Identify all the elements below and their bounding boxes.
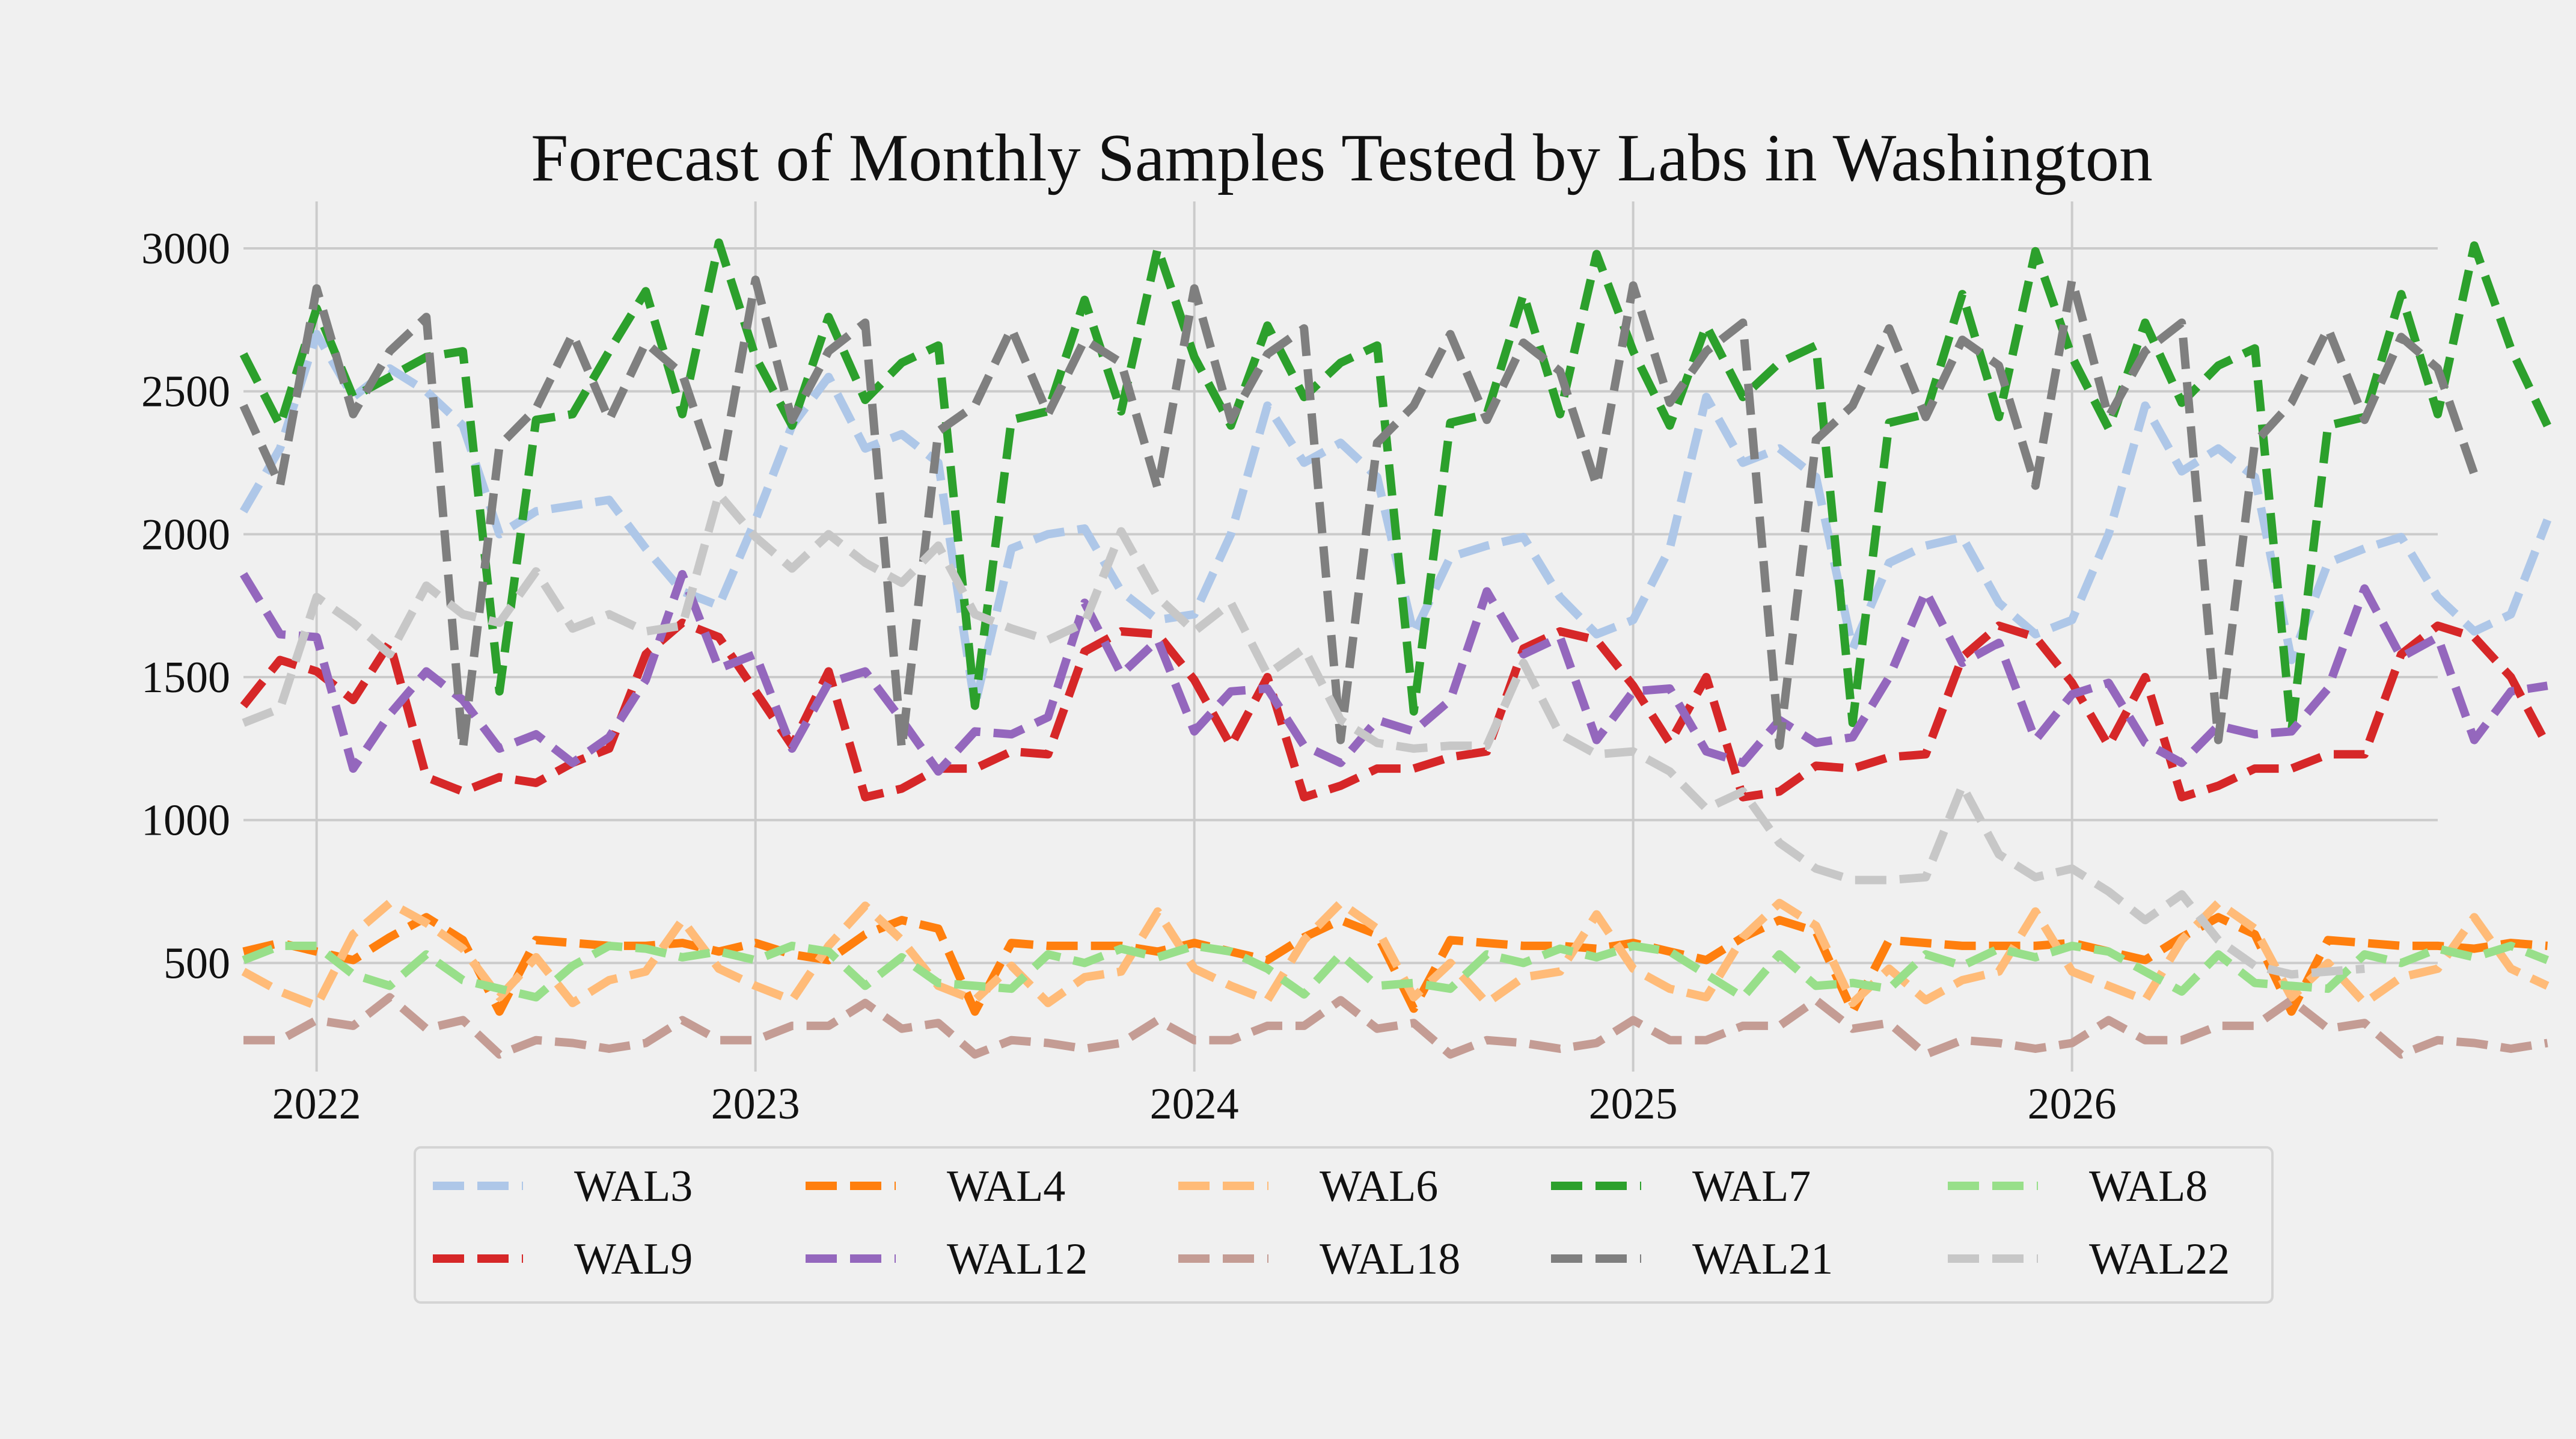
legend-label-wal3: WAL3 — [574, 1162, 693, 1211]
series-line-wal22 — [242, 489, 2365, 979]
series-line-wal4 — [242, 913, 2548, 1016]
legend-label-wal21: WAL21 — [1692, 1235, 1833, 1284]
x-tick-label: 2024 — [1150, 1079, 1239, 1129]
series-line-wal12 — [240, 569, 2548, 776]
legend-label-wal4: WAL4 — [947, 1162, 1065, 1211]
y-tick-label: 1000 — [141, 796, 230, 845]
legend-label-wal22: WAL22 — [2089, 1235, 2230, 1284]
series-line-wal9 — [240, 618, 2551, 802]
legend: WAL3 WAL4 WAL6 WAL7 WAL8 WAL9 WAL12 WAL18 WAL21 W… — [414, 1146, 2274, 1304]
legend-label-wal18: WAL18 — [1320, 1235, 1460, 1284]
tick-labels: 500 1000 1500 2000 2500 3000 2022 2023 2024 2025 2… — [141, 224, 2117, 1129]
y-tick-label: 2000 — [141, 510, 230, 559]
grid — [243, 201, 2438, 1072]
x-tick-label: 2022 — [272, 1079, 361, 1129]
x-tick-label: 2025 — [1589, 1079, 1678, 1129]
legend-label-wal9: WAL9 — [574, 1235, 693, 1284]
x-tick-label: 2026 — [2028, 1079, 2117, 1129]
chart-title: Forecast of Monthly Samples Tested by La… — [531, 121, 2153, 195]
series-line-wal18 — [243, 993, 2548, 1059]
legend-label-wal7: WAL7 — [1692, 1162, 1811, 1211]
y-tick-label: 500 — [164, 939, 230, 988]
legend-label-wal12: WAL12 — [947, 1235, 1088, 1284]
x-tick-label: 2023 — [711, 1079, 800, 1129]
series-line-wal8 — [242, 941, 2550, 1002]
y-tick-label: 1500 — [141, 653, 230, 702]
series-line-wal7 — [239, 238, 2551, 736]
y-tick-label: 3000 — [141, 224, 230, 274]
legend-label-wal8: WAL8 — [2089, 1162, 2207, 1211]
series-line-wal21 — [239, 275, 2479, 753]
series-line-wal6 — [241, 898, 2550, 1010]
y-tick-label: 2500 — [141, 367, 230, 417]
legend-label-wal6: WAL6 — [1320, 1162, 1438, 1211]
series-lines — [239, 238, 2552, 1059]
